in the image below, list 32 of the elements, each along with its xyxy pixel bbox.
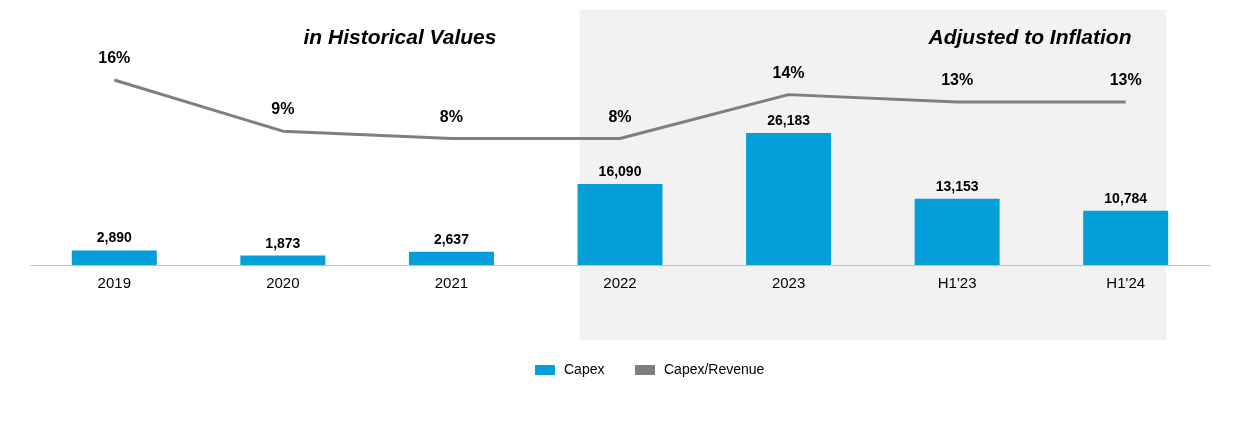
data-label: 13,153 <box>935 177 979 194</box>
band-label: Adjusted to Inflation <box>927 25 1132 48</box>
text: in Historical Values <box>303 25 497 48</box>
x-tick-label: 2021 <box>434 273 469 291</box>
data-label: 13% <box>941 70 974 88</box>
data-label: 1,873 <box>265 234 301 251</box>
data-label: 2,637 <box>433 230 470 247</box>
x-tick-label: H1'23 <box>937 273 977 291</box>
bar <box>240 255 326 265</box>
bar <box>577 183 663 265</box>
x-tick-label: H1'24 <box>1106 273 1146 291</box>
data-label: 16,090 <box>598 162 642 179</box>
legend-label: Capex <box>564 361 605 377</box>
data-label: 10,784 <box>1104 189 1148 206</box>
bar <box>746 133 832 265</box>
x-tick-label: 2022 <box>603 273 637 291</box>
bar <box>71 250 157 265</box>
data-label: 2,890 <box>96 229 133 246</box>
data-label: 14% <box>772 63 805 81</box>
x-tick-label: 2023 <box>771 273 806 291</box>
data-label: 8% <box>608 107 632 125</box>
data-label: 26,183 <box>767 112 811 128</box>
x-tick-label: 2019 <box>97 273 131 291</box>
data-label: 16% <box>98 49 131 66</box>
data-label: 9% <box>271 100 295 118</box>
data-label: 8% <box>439 107 463 125</box>
legend-label: Capex/Revenue <box>664 361 765 377</box>
bar <box>914 198 1000 265</box>
bar <box>1083 210 1169 265</box>
x-tick-label: 2020 <box>266 273 300 291</box>
bar <box>408 251 494 265</box>
data-label: 13% <box>1109 70 1142 88</box>
